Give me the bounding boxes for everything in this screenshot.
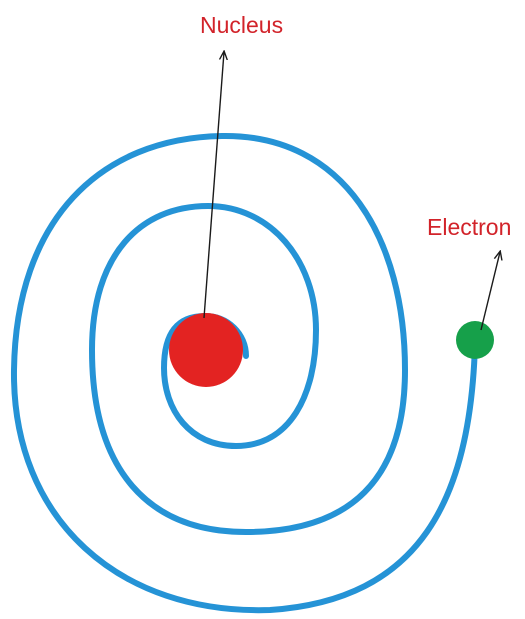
nucleus-label: Nucleus: [200, 12, 284, 38]
nucleus-pointer-arrow: [203, 52, 224, 319]
electron-spiral-path: [10, 132, 478, 614]
nucleus-circle: [169, 313, 243, 387]
electron-pointer-arrow: [480, 252, 500, 331]
electron-label: Electron: [427, 214, 512, 240]
electron-circle: [456, 321, 494, 359]
